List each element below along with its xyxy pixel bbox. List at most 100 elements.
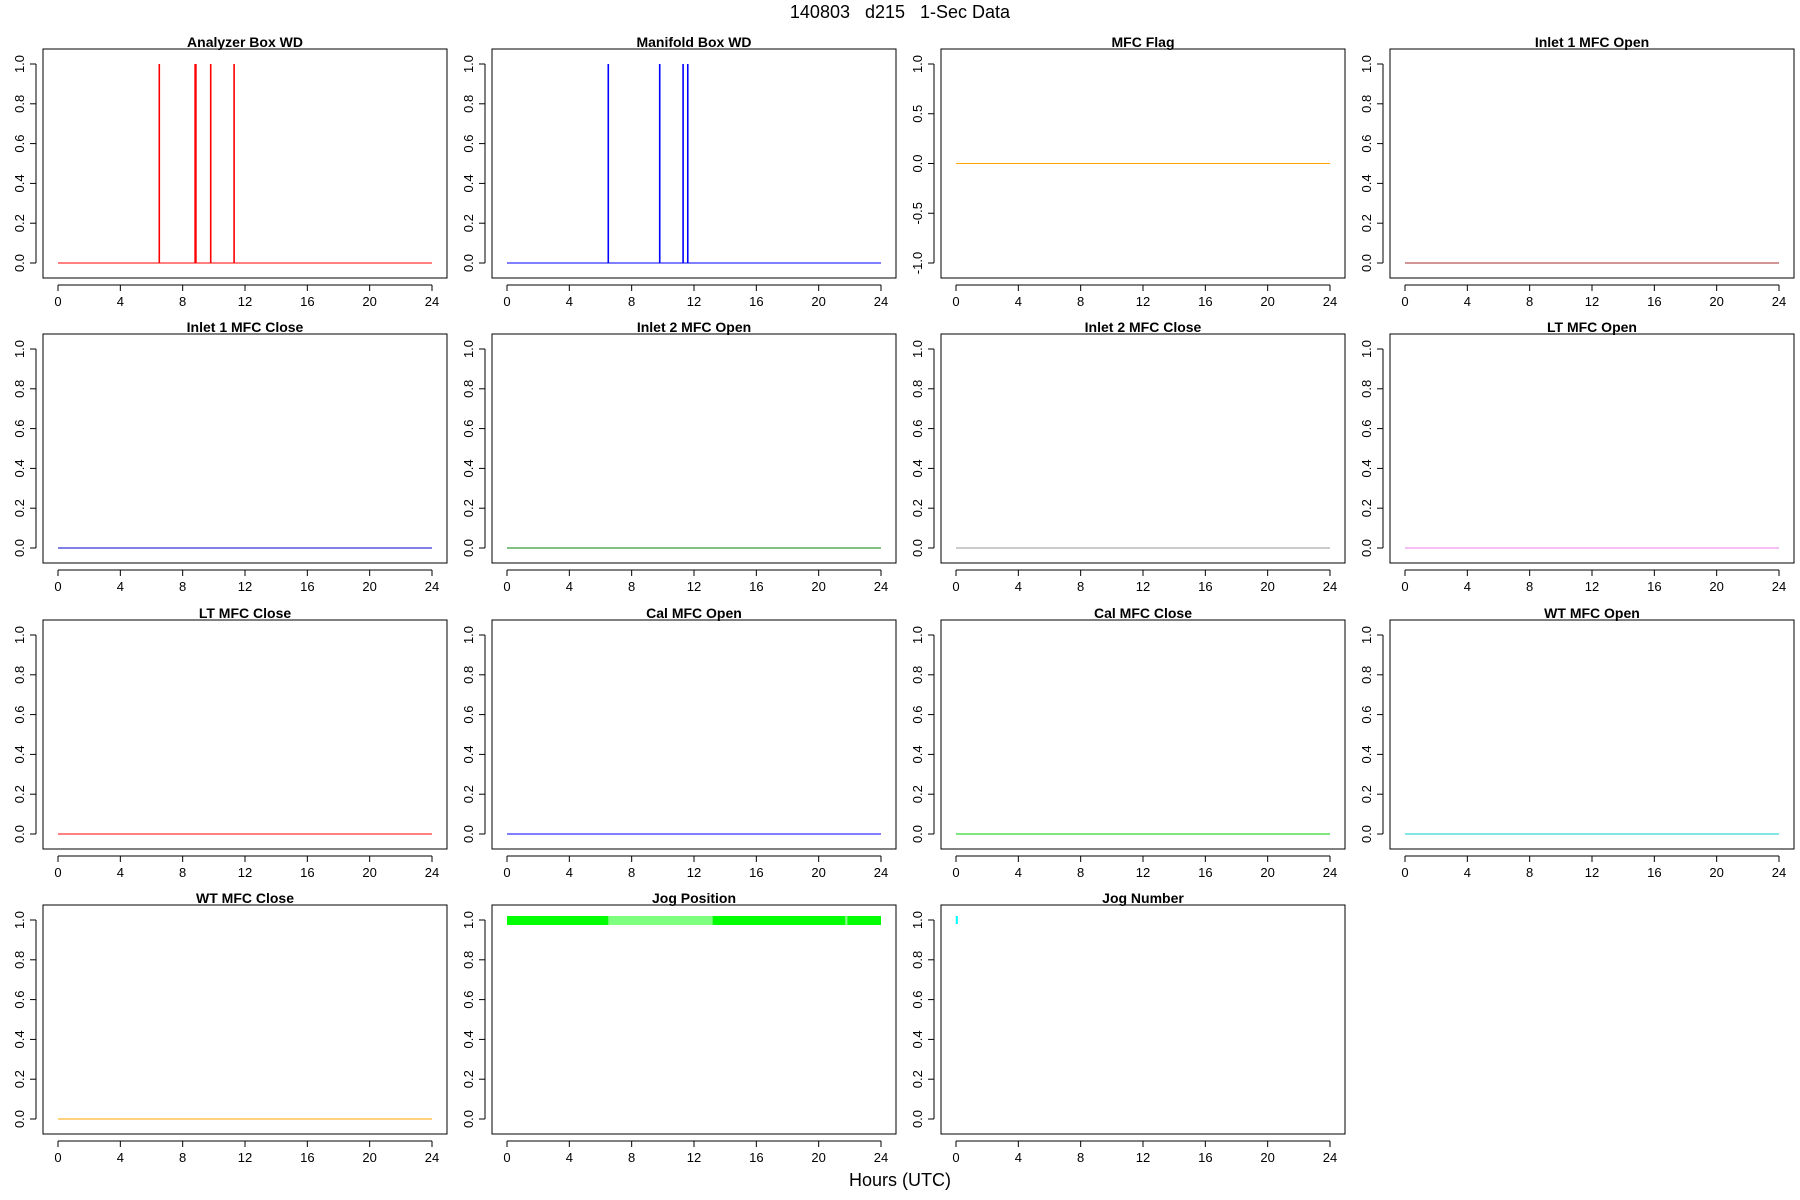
panel-title: LT MFC Open <box>1547 319 1637 335</box>
x-tick-label: 24 <box>425 579 439 594</box>
x-tick-label: 16 <box>1198 1150 1212 1165</box>
y-tick-label: 0.2 <box>1359 214 1374 232</box>
y-tick-label: 0.2 <box>12 1070 27 1088</box>
x-tick-label: 20 <box>362 579 376 594</box>
x-tick-label: 4 <box>566 865 573 880</box>
y-tick-label: 1.0 <box>12 340 27 358</box>
y-tick-label: 0.0 <box>1359 539 1374 557</box>
y-tick-label: 0.8 <box>461 380 476 398</box>
x-tick-label: 12 <box>1136 294 1150 309</box>
x-tick-label: 4 <box>117 865 124 880</box>
y-tick-label: 0.8 <box>461 951 476 969</box>
x-tick-label: 4 <box>1015 579 1022 594</box>
plot-frame <box>940 48 1346 279</box>
x-tick-label: 12 <box>238 865 252 880</box>
x-tick-label: 16 <box>1198 294 1212 309</box>
x-tick-label: 24 <box>1772 865 1786 880</box>
y-tick-label: 0.4 <box>1359 174 1374 192</box>
y-tick-label: 1.0 <box>461 626 476 644</box>
x-tick-label: 4 <box>1464 579 1471 594</box>
plot-frame <box>1389 619 1795 850</box>
panel-title: WT MFC Close <box>196 890 294 906</box>
x-tick-label: 16 <box>1647 294 1661 309</box>
x-tick-label: 12 <box>687 865 701 880</box>
panel-title: MFC Flag <box>1112 34 1175 50</box>
x-tick-label: 8 <box>1077 579 1084 594</box>
x-tick-label: 8 <box>628 294 635 309</box>
x-tick-label: 16 <box>1647 865 1661 880</box>
y-tick-label: 1.0 <box>910 340 925 358</box>
light-band-segment <box>845 916 848 925</box>
x-tick-label: 16 <box>1198 865 1212 880</box>
y-tick-label: 1.0 <box>12 626 27 644</box>
plot-frame <box>42 48 448 279</box>
chart-panel: Cal MFC Open 0 4 8 12 16 20 24 0.0 0.2 0.4 0.6 0.8 1.… <box>461 605 897 880</box>
x-tick-label: 12 <box>1585 865 1599 880</box>
plot-frame <box>42 904 448 1135</box>
y-tick-label: 0.4 <box>461 745 476 763</box>
x-tick-label: 20 <box>1260 579 1274 594</box>
chart-panel: Inlet 2 MFC Open 0 4 8 12 16 20 24 0.0 0.2 0.4 0.6 0… <box>461 319 897 594</box>
x-tick-label: 12 <box>1136 865 1150 880</box>
x-tick-label: 8 <box>179 579 186 594</box>
y-tick-label: 0.8 <box>12 666 27 684</box>
y-tick-label: 0.8 <box>1359 95 1374 113</box>
x-tick-label: 20 <box>1709 579 1723 594</box>
x-tick-label: 24 <box>874 579 888 594</box>
panel-title: Inlet 1 MFC Open <box>1535 34 1649 50</box>
y-tick-label: 0.4 <box>910 1030 925 1048</box>
chart-panel: Jog Position 0 4 8 12 16 20 24 0.0 0.2 0.4 0.6 0.8 1.… <box>461 890 897 1165</box>
y-tick-label: 0.2 <box>12 214 27 232</box>
x-tick-label: 0 <box>54 1150 61 1165</box>
plot-frame <box>42 333 448 564</box>
y-tick-label: 0.6 <box>461 706 476 724</box>
x-tick-label: 8 <box>1077 294 1084 309</box>
x-tick-label: 8 <box>628 865 635 880</box>
x-tick-label: 20 <box>811 1150 825 1165</box>
x-tick-label: 24 <box>425 865 439 880</box>
chart-panel: Cal MFC Close 0 4 8 12 16 20 24 0.0 0.2 0.4 0.6 0.8 1… <box>910 605 1346 880</box>
x-tick-label: 24 <box>1772 579 1786 594</box>
x-tick-label: 12 <box>1585 579 1599 594</box>
y-tick-label: 0.0 <box>12 1110 27 1128</box>
x-tick-label: 20 <box>811 865 825 880</box>
panel-title: Analyzer Box WD <box>187 34 303 50</box>
y-tick-label: 0.8 <box>12 380 27 398</box>
y-tick-label: 1.0 <box>910 911 925 929</box>
panel-title: Inlet 2 MFC Open <box>637 319 751 335</box>
x-tick-label: 20 <box>1709 865 1723 880</box>
plot-frame <box>1389 48 1795 279</box>
x-tick-label: 12 <box>687 1150 701 1165</box>
x-tick-label: 4 <box>117 1150 124 1165</box>
y-tick-label: 0.8 <box>1359 380 1374 398</box>
panel-title: WT MFC Open <box>1544 605 1640 621</box>
x-tick-label: 8 <box>179 294 186 309</box>
y-tick-label: -1.0 <box>910 252 925 274</box>
x-tick-label: 24 <box>1323 1150 1337 1165</box>
x-tick-label: 4 <box>566 294 573 309</box>
x-tick-label: 0 <box>503 294 510 309</box>
x-tick-label: 8 <box>1526 294 1533 309</box>
panel-title: Manifold Box WD <box>636 34 751 50</box>
x-tick-label: 16 <box>300 579 314 594</box>
light-band-segment <box>608 916 713 925</box>
chart-panel: Manifold Box WD 0 4 8 12 16 20 24 0.0 0.2 0.4 0.6 0.… <box>461 34 897 309</box>
y-tick-label: 1.0 <box>1359 626 1374 644</box>
x-tick-label: 0 <box>54 579 61 594</box>
chart-panel: LT MFC Close 0 4 8 12 16 20 24 0.0 0.2 0.4 0.6 0.8 1.… <box>12 605 448 880</box>
panel-title: Cal MFC Open <box>646 605 742 621</box>
y-tick-label: 0.4 <box>461 459 476 477</box>
y-tick-label: 0.2 <box>461 499 476 517</box>
y-tick-label: 0.4 <box>12 1030 27 1048</box>
y-tick-label: 0.2 <box>1359 785 1374 803</box>
x-tick-label: 4 <box>1015 1150 1022 1165</box>
y-tick-label: 0.6 <box>910 991 925 1009</box>
x-tick-label: 16 <box>1198 579 1212 594</box>
y-tick-label: 0.4 <box>1359 745 1374 763</box>
y-tick-label: 0.6 <box>12 706 27 724</box>
y-tick-label: 0.2 <box>461 785 476 803</box>
chart-panel: WT MFC Close 0 4 8 12 16 20 24 0.0 0.2 0.4 0.6 0.8 1.… <box>12 890 448 1165</box>
y-tick-label: 0.6 <box>461 420 476 438</box>
y-tick-label: 1.0 <box>910 55 925 73</box>
